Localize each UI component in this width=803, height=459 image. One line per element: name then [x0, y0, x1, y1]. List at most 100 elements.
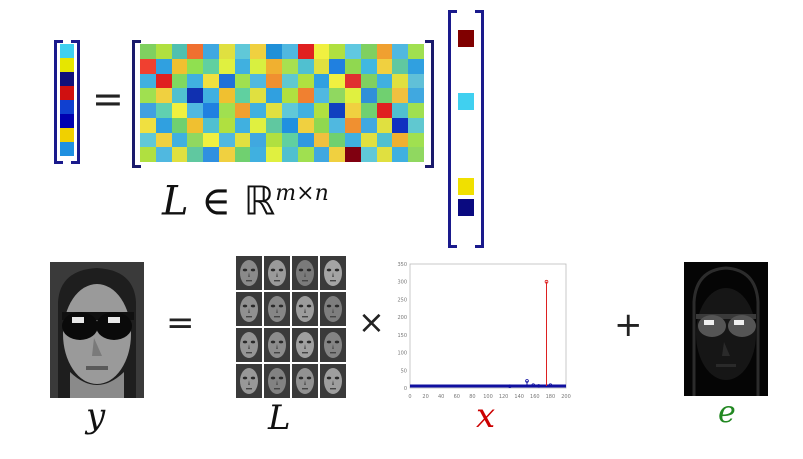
matrix-cell: [155, 117, 172, 133]
matrix-cell: [376, 73, 393, 89]
matrix-cell: [203, 103, 219, 118]
dictionary-face-thumbnail: [236, 364, 262, 398]
matrix-cell: [187, 117, 204, 133]
dictionary-face-thumbnail: [320, 292, 346, 326]
x-vector-cell: [458, 135, 474, 153]
matrix-cell: [250, 58, 267, 74]
matrix-cell: [187, 73, 204, 89]
matrix-cell: [281, 58, 298, 74]
sparse-coefficient-plot: 0 20 40 60 80 100 120 140 160 180 200 0 50 100 150 200 2…: [394, 258, 574, 406]
coefficient-point: [531, 383, 536, 387]
coefficient-point: [525, 379, 529, 383]
matrix-cell: [155, 73, 172, 89]
matrix-cell: [171, 88, 188, 103]
matrix-cell: [218, 103, 235, 118]
y-label: y: [86, 396, 106, 436]
matrix-cell: [187, 147, 204, 162]
dictionary-face-thumbnail: [236, 256, 262, 290]
matrix-cell: [313, 73, 330, 89]
matrix-cell: [345, 117, 361, 133]
y-tick-label: 0: [404, 386, 407, 392]
coefficient-point: [544, 279, 549, 284]
matrix-cell: [345, 88, 361, 103]
matrix-cell: [171, 132, 188, 148]
y-vector: [54, 40, 80, 164]
matrix-cell: [313, 58, 330, 74]
matrix-cell: [281, 88, 298, 103]
matrix-cell: [376, 147, 393, 162]
x-tick-label: 180: [546, 394, 556, 400]
matrix-cell: [187, 44, 204, 59]
matrix-cell: [376, 44, 393, 59]
matrix-cell: [297, 58, 314, 74]
matrix-cell: [313, 147, 330, 162]
matrix-cell: [329, 132, 346, 148]
x-vector-cell: [458, 156, 474, 174]
matrix-cell: [203, 132, 219, 148]
matrix-cell: [281, 103, 298, 118]
matrix-cell: [281, 44, 298, 59]
dictionary-face-thumbnail: [292, 364, 318, 398]
times-sign: ×: [358, 303, 385, 341]
matrix-cell: [140, 147, 156, 162]
matrix-cell: [360, 58, 377, 74]
matrix-cell: [360, 103, 377, 118]
matrix-cell: [250, 147, 267, 162]
matrix-cell: [266, 132, 282, 148]
x-vector-cell: [458, 177, 474, 195]
matrix-cell: [408, 73, 424, 89]
matrix-cell: [329, 147, 346, 162]
matrix-cell: [171, 117, 188, 133]
e-label: e: [718, 395, 736, 430]
plot-frame: [409, 263, 567, 389]
coefficient-point: [536, 384, 541, 388]
matrix-cell: [203, 117, 219, 133]
y-vector-cell: [60, 114, 74, 128]
matrix-cell: [266, 103, 282, 118]
matrix-cell: [218, 58, 235, 74]
matrix-cell: [155, 103, 172, 118]
matrix-cell: [313, 103, 330, 118]
matrix-cell: [392, 44, 409, 59]
dictionary-face-thumbnail: [292, 256, 318, 290]
matrix-cell: [392, 117, 409, 133]
dictionary-face-thumbnail: [292, 292, 318, 326]
matrix-cell: [408, 132, 424, 148]
matrix-cell: [140, 44, 156, 59]
matrix-heatmap: [140, 44, 424, 162]
coefficient-point: [548, 383, 553, 387]
matrix-cell: [392, 73, 409, 89]
matrix-cell: [140, 88, 156, 103]
matrix-cell: [345, 132, 361, 148]
top-equals-sign: =: [92, 77, 124, 121]
matrix-cell: [155, 44, 172, 59]
matrix-cell: [250, 73, 267, 89]
matrix-cell: [281, 132, 298, 148]
matrix-cell: [203, 147, 219, 162]
matrix-cell: [297, 147, 314, 162]
dictionary-matrix: [132, 40, 434, 168]
matrix-cell: [345, 103, 361, 118]
dictionary-face-thumbnail: [264, 328, 290, 362]
x-vector: [448, 10, 484, 248]
matrix-cell: [187, 88, 204, 103]
matrix-cell: [250, 44, 267, 59]
matrix-cell: [376, 58, 393, 74]
matrix-cell: [140, 73, 156, 89]
matrix-cell: [313, 88, 330, 103]
matrix-cell: [187, 132, 204, 148]
matrix-cell: [297, 88, 314, 103]
matrix-cell: [408, 44, 424, 59]
error-image: [684, 262, 768, 396]
y-tick-label: 350: [397, 262, 407, 268]
y-vector-cell: [60, 100, 74, 114]
matrix-cell: [234, 73, 251, 89]
x-label: x: [476, 396, 496, 436]
dictionary-face-thumbnail: [236, 292, 262, 326]
matrix-cell: [266, 73, 282, 89]
dictionary-face-thumbnail: [320, 328, 346, 362]
matrix-cell: [376, 117, 393, 133]
dictionary-face-thumbnail: [320, 256, 346, 290]
dictionary-face-thumbnail: [264, 256, 290, 290]
bottom-equals-sign: =: [166, 303, 195, 343]
